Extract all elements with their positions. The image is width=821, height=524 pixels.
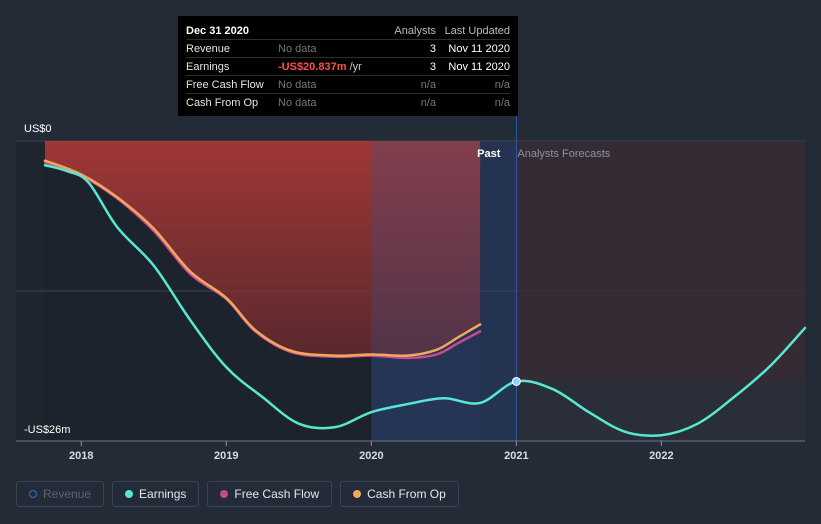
tooltip-col-updated: Last Updated — [444, 24, 510, 37]
earnings-highlight-point — [511, 376, 521, 386]
tooltip-row-cash-from-op: Cash From Op No data n/a n/a — [186, 94, 510, 111]
tooltip-analysts: n/a — [420, 78, 436, 91]
chart-legend: Revenue Earnings Free Cash Flow Cash Fro… — [16, 481, 459, 507]
tooltip-row-free-cash-flow: Free Cash Flow No data n/a n/a — [186, 76, 510, 94]
forecast-label: Analysts Forecasts — [517, 148, 610, 160]
tooltip-label: Cash From Op — [186, 96, 259, 109]
tooltip-col-analysts: Analysts — [394, 24, 436, 37]
x-tick-label: 2022 — [649, 450, 673, 462]
x-tick-label: 2018 — [69, 450, 93, 462]
earnings-value: -US$20.837m — [278, 60, 347, 73]
tooltip-value: No data — [278, 96, 317, 109]
tooltip-analysts: 3 — [429, 60, 436, 73]
tooltip-label: Free Cash Flow — [186, 78, 264, 91]
tooltip-updated: Nov 11 2020 — [448, 42, 510, 55]
tooltip-row-revenue: Revenue No data 3 Nov 11 2020 — [186, 40, 510, 58]
free-cash-flow-dot-icon — [220, 490, 229, 498]
tooltip-date: Dec 31 2020 — [186, 24, 249, 37]
tooltip-header: Dec 31 2020 Analysts Last Updated — [186, 22, 510, 40]
recent-overlay — [371, 141, 481, 441]
cash-from-op-line — [43, 159, 482, 358]
tooltip-analysts: n/a — [420, 96, 436, 109]
chart-labels: US$0 -US$26m Past Analysts Forecasts — [24, 123, 611, 436]
legend-label: Free Cash Flow — [234, 487, 320, 501]
tooltip-updated: n/a — [494, 96, 510, 109]
tooltip-value: -US$20.837m /yr — [278, 61, 388, 73]
earnings-line — [43, 163, 807, 438]
tooltip-value: No data — [278, 78, 317, 91]
legend-earnings-toggle[interactable]: Earnings — [112, 481, 200, 507]
tooltip-analysts: 3 — [429, 42, 436, 55]
x-tick-label: 2020 — [359, 450, 383, 462]
x-axis: 2018 2019 2020 2021 2022 — [16, 440, 805, 462]
loss-area — [45, 141, 805, 441]
tooltip-updated: n/a — [494, 78, 510, 91]
legend-revenue-toggle[interactable]: Revenue — [16, 481, 105, 507]
revenue-dot-icon — [29, 490, 37, 498]
legend-label: Earnings — [139, 487, 187, 501]
y-bottom-label: -US$26m — [24, 424, 70, 436]
y-top-label: US$0 — [24, 123, 52, 135]
x-tick-label: 2019 — [214, 450, 238, 462]
tooltip-value: No data — [278, 42, 317, 55]
tooltip-row-earnings: Earnings -US$20.837m /yr 3 Nov 11 2020 — [186, 58, 510, 76]
tooltip-panel: Dec 31 2020 Analysts Last Updated Revenu… — [178, 16, 518, 116]
forecast-area-fill — [516, 141, 805, 382]
legend-label: Cash From Op — [367, 487, 446, 501]
earnings-dot-icon — [125, 490, 134, 498]
past-label: Past — [477, 148, 501, 160]
legend-cash-from-op-toggle[interactable]: Cash From Op — [340, 481, 459, 507]
legend-free-cash-flow-toggle[interactable]: Free Cash Flow — [207, 481, 333, 507]
tooltip-updated: Nov 11 2020 — [448, 60, 510, 73]
cash-from-op-dot-icon — [353, 490, 362, 498]
series-lines — [43, 112, 807, 441]
earnings-unit: /yr — [349, 60, 362, 73]
loss-area-fill — [45, 141, 481, 356]
legend-label: Revenue — [43, 487, 92, 501]
x-tick-label: 2021 — [504, 450, 528, 462]
tooltip-label: Revenue — [186, 42, 231, 55]
tooltip-label: Earnings — [186, 60, 230, 73]
